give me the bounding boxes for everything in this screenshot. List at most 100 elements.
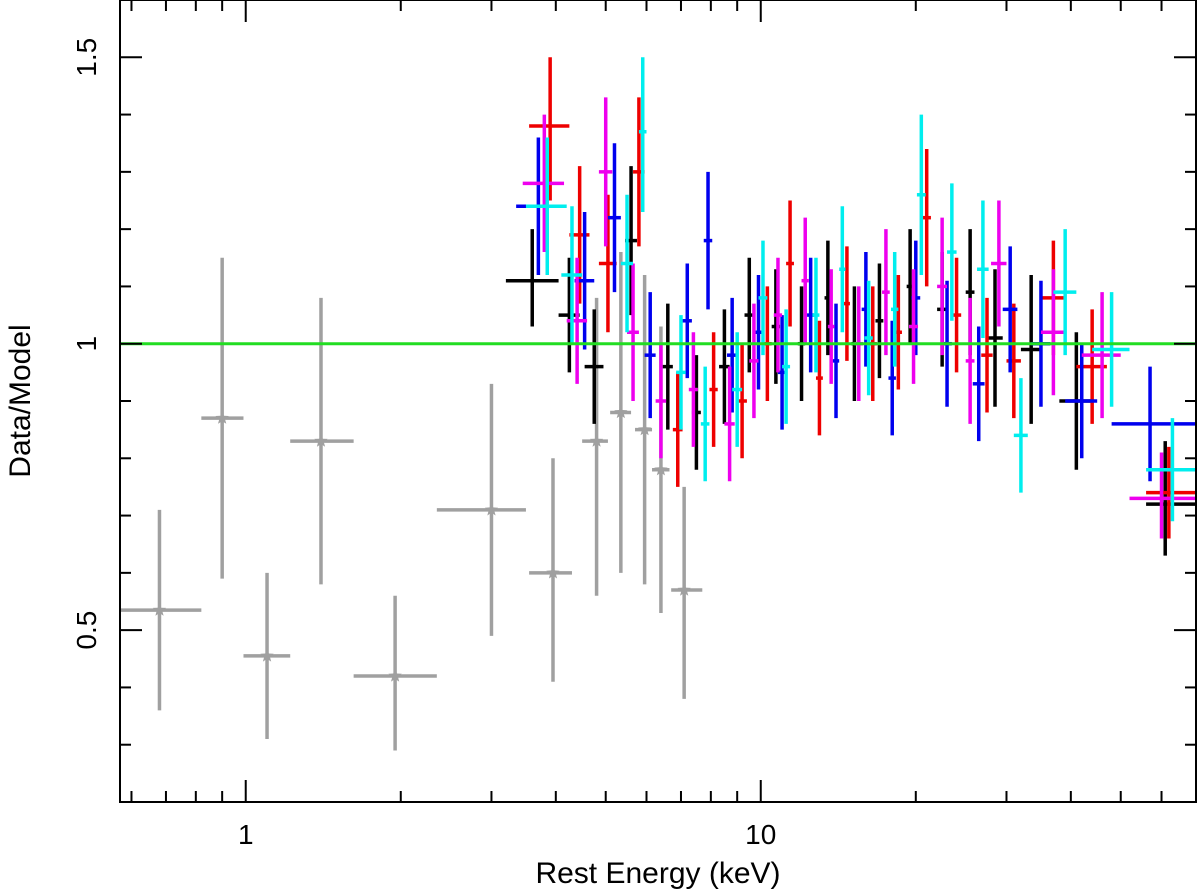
data-point <box>505 229 559 327</box>
star-marker <box>388 669 402 682</box>
data-point <box>638 57 647 212</box>
x-axis-title: Rest Energy (keV) <box>535 857 780 890</box>
data-point <box>1081 292 1121 419</box>
data-point <box>977 200 989 338</box>
data-point <box>916 114 926 275</box>
star-marker <box>260 648 274 662</box>
data-point <box>773 257 783 373</box>
data-point <box>525 137 567 275</box>
star-marker <box>314 434 328 447</box>
data-point <box>353 595 437 751</box>
data-point <box>839 206 846 333</box>
data-point <box>582 297 608 596</box>
data-point <box>700 366 710 482</box>
data-point <box>758 240 768 356</box>
data-point <box>522 114 565 253</box>
y-axis-title: Data/Model <box>4 324 37 477</box>
data-point <box>749 303 759 419</box>
star-marker <box>654 462 668 476</box>
x-tick-label: 1 <box>238 819 254 850</box>
data-point <box>561 206 583 344</box>
series-4 <box>522 97 1196 539</box>
data-point <box>719 309 730 424</box>
tick-layer: 1 10 0.5 1 1.5 <box>71 0 1197 850</box>
data-point <box>655 343 667 459</box>
data-point <box>987 269 1003 407</box>
data-point <box>662 303 673 430</box>
data-point <box>922 148 931 287</box>
data-point <box>843 246 850 361</box>
data-point <box>610 252 632 573</box>
data-point <box>801 217 809 344</box>
data-point <box>864 280 873 396</box>
data-point <box>947 183 957 321</box>
star-marker <box>677 583 691 596</box>
data-point <box>786 200 794 327</box>
data-point <box>529 57 570 201</box>
data-point <box>566 257 588 384</box>
data-point <box>584 309 604 424</box>
data-point <box>1040 269 1066 396</box>
series-1 <box>505 166 1196 556</box>
data-point <box>882 229 890 356</box>
data-point <box>991 200 1007 327</box>
data-point <box>635 274 653 585</box>
data-point <box>688 332 698 447</box>
data-point <box>812 257 820 373</box>
data-point <box>888 320 896 436</box>
data-point <box>243 572 291 739</box>
data-point <box>875 263 884 379</box>
data-point <box>1129 452 1196 539</box>
data-point <box>1065 343 1098 459</box>
star-marker <box>484 502 499 516</box>
data-point <box>1002 246 1018 373</box>
data-point <box>1092 292 1130 407</box>
data-point <box>1013 378 1028 493</box>
data-point <box>815 320 823 436</box>
data-point <box>1111 366 1196 482</box>
series-2 <box>529 57 1196 539</box>
data-point <box>908 269 919 384</box>
data-point <box>709 332 718 447</box>
data-layer <box>120 57 1196 751</box>
y-tick-label: 0.5 <box>71 611 102 650</box>
y-tick-label: 1 <box>71 336 102 352</box>
data-point <box>607 143 621 293</box>
data-point <box>598 97 613 247</box>
data-point <box>671 486 703 699</box>
data-point <box>1020 274 1041 424</box>
series-0 <box>120 252 703 751</box>
data-point <box>627 263 639 401</box>
data-point <box>1053 229 1077 356</box>
y-tick-label: 1.5 <box>71 38 102 77</box>
data-point <box>937 217 948 356</box>
data-point <box>703 171 713 310</box>
data-point <box>201 257 244 579</box>
data-point <box>782 309 791 424</box>
data-point <box>644 292 656 419</box>
data-point <box>965 297 975 424</box>
data-point <box>724 366 735 482</box>
data-point <box>120 509 202 711</box>
data-point <box>436 383 526 636</box>
data-point <box>832 303 840 419</box>
star-marker <box>638 422 652 436</box>
data-point <box>827 269 835 384</box>
data-point <box>972 326 985 442</box>
star-marker <box>589 434 604 447</box>
data-point <box>890 252 899 367</box>
data-point <box>676 315 686 430</box>
x-tick-label: 10 <box>745 819 776 850</box>
data-point <box>682 263 692 379</box>
star-marker <box>546 565 560 579</box>
data-point <box>981 297 993 413</box>
data-point <box>1146 418 1196 522</box>
star-marker <box>614 405 628 419</box>
star-marker <box>215 411 229 424</box>
star-marker <box>152 603 167 616</box>
data-point <box>620 194 634 333</box>
data-point <box>290 297 354 585</box>
data-point <box>529 458 572 682</box>
series-5 <box>525 57 1196 522</box>
